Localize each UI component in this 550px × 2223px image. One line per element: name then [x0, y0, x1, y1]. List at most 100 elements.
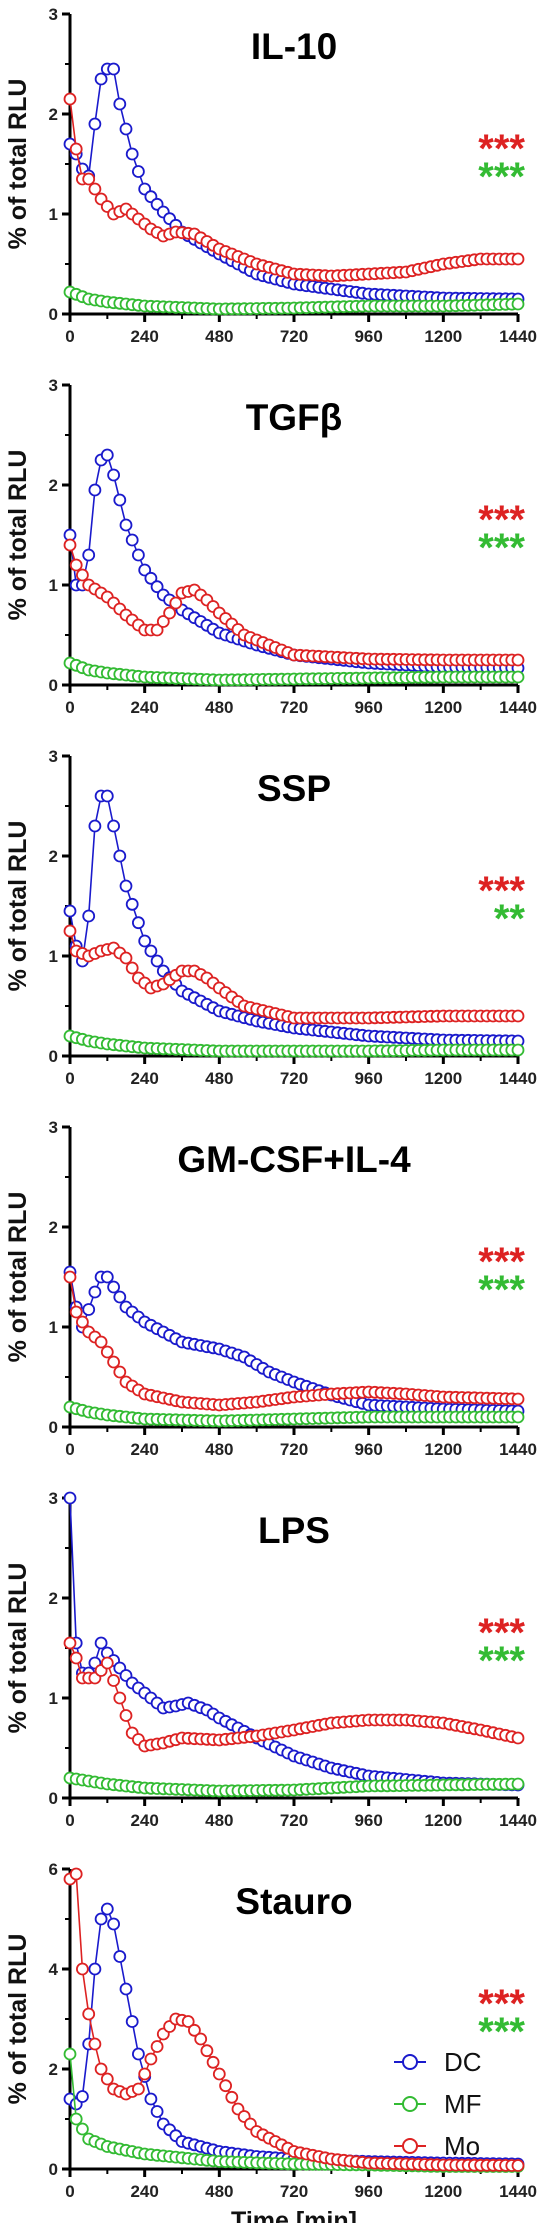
data-point-DC — [150, 580, 164, 594]
x-tick-label: 720 — [280, 327, 308, 346]
data-point-DC — [119, 1982, 133, 1996]
y-tick-label: 4 — [49, 1960, 59, 1979]
x-tick-label: 720 — [280, 1811, 308, 1830]
data-point-DC — [88, 1962, 102, 1976]
significance-mo: *** — [478, 498, 525, 542]
data-point-MF — [511, 1777, 525, 1791]
panel-title: TGFβ — [246, 397, 343, 438]
data-point-DC — [113, 1290, 127, 1304]
x-tick-label: 240 — [130, 1069, 158, 1088]
series-DC — [63, 62, 525, 306]
y-tick-label: 3 — [49, 5, 58, 24]
x-tick-label: 960 — [354, 698, 382, 717]
y-tick-label: 2 — [49, 476, 58, 495]
chart-panel-4: 0 1 2 3 0 240 480 720 960 1200 1440 % of total RLU L… — [4, 1489, 537, 1830]
data-point-Mo — [181, 2015, 195, 2028]
data-point-DC — [100, 448, 114, 462]
x-tick-label: 1440 — [499, 2182, 537, 2201]
y-tick-label: 2 — [49, 2060, 58, 2079]
data-point-MF — [511, 1043, 525, 1057]
y-tick-label: 1 — [49, 1689, 58, 1708]
data-point-DC — [94, 1912, 108, 1926]
data-point-Mo — [63, 538, 77, 552]
series-MF — [63, 1400, 525, 1428]
data-point-MF — [63, 2047, 77, 2061]
data-point-DC — [82, 1303, 96, 1316]
y-tick-label: 2 — [49, 1589, 58, 1608]
chart-panel-3: 0 1 2 3 0 240 480 720 960 1200 1440 % of total RLU G… — [4, 1118, 537, 1459]
data-point-DC — [107, 1280, 120, 1294]
legend-marker-DC — [402, 2054, 418, 2070]
panel-title: GM-CSF+IL-4 — [177, 1139, 411, 1180]
significance-mf: *** — [478, 2010, 525, 2054]
significance-mf: *** — [478, 1639, 525, 1683]
x-tick-label: 240 — [130, 2182, 158, 2201]
data-point-DC — [63, 1491, 77, 1505]
x-tick-label: 480 — [205, 1811, 233, 1830]
x-tick-label: 240 — [130, 698, 158, 717]
chart-panel-5: 0 2 4 6 0 240 480 720 960 1200 1440 % of total RLU T… — [4, 1860, 537, 2223]
data-point-Mo — [511, 252, 525, 266]
data-point-MF — [511, 670, 525, 684]
x-tick-label: 480 — [205, 1069, 233, 1088]
legend-label-MF: MF — [444, 2089, 482, 2119]
data-point-DC — [113, 493, 127, 507]
legend-label-Mo: Mo — [444, 2131, 480, 2161]
series-Mo — [63, 924, 525, 1025]
data-point-Mo — [200, 2044, 214, 2058]
significance-mf: *** — [478, 526, 525, 570]
series-line-DC — [69, 453, 519, 669]
x-tick-label: 1200 — [424, 1440, 462, 1459]
panel-title: SSP — [257, 768, 331, 809]
data-point-Mo — [69, 558, 83, 572]
x-tick-label: 1200 — [424, 1811, 462, 1830]
data-point-Mo — [156, 615, 170, 628]
x-axis-title: Time [min] — [231, 2207, 357, 2223]
chart-panel-2: 0 1 2 3 0 240 480 720 960 1200 1440 % of total RLU S… — [4, 747, 537, 1088]
x-tick-label: 1440 — [499, 1440, 537, 1459]
significance-mo: *** — [478, 869, 525, 913]
x-tick-label: 480 — [205, 2182, 233, 2201]
series-MF — [63, 1029, 525, 1058]
series-Mo — [63, 1867, 525, 2172]
data-point-Mo — [194, 2032, 208, 2046]
legend-marker-Mo — [402, 2138, 418, 2154]
x-tick-label: 960 — [354, 1440, 382, 1459]
series-DC — [63, 789, 525, 1048]
data-point-Mo — [144, 2052, 158, 2066]
data-point-Mo — [63, 1636, 77, 1650]
panel-title: LPS — [258, 1510, 330, 1551]
data-point-Mo — [511, 1392, 525, 1406]
data-point-MF — [69, 2112, 83, 2126]
series-MF — [63, 285, 525, 316]
data-point-DC — [88, 1285, 102, 1299]
x-tick-label: 0 — [65, 1440, 74, 1459]
panel-title: IL-10 — [251, 26, 337, 67]
x-tick-label: 0 — [65, 2182, 74, 2201]
y-tick-label: 3 — [49, 1118, 58, 1137]
data-point-DC — [94, 1636, 108, 1650]
y-tick-label: 0 — [49, 1047, 58, 1066]
data-point-DC — [131, 165, 145, 178]
data-point-Mo — [107, 1355, 120, 1369]
panel-title: Stauro — [235, 1881, 352, 1922]
data-point-DC — [94, 72, 108, 86]
data-point-DC — [138, 934, 152, 948]
data-point-DC — [100, 1270, 114, 1284]
x-tick-label: 480 — [205, 327, 233, 346]
data-point-Mo — [82, 2007, 96, 2021]
data-point-DC — [125, 897, 139, 911]
x-tick-label: 0 — [65, 1811, 74, 1830]
data-point-Mo — [76, 1315, 89, 1329]
data-point-Mo — [119, 1709, 133, 1722]
x-tick-label: 720 — [280, 1069, 308, 1088]
data-point-DC — [88, 819, 102, 833]
x-tick-label: 1440 — [499, 698, 537, 717]
data-point-DC — [131, 548, 145, 562]
series-line-Mo — [69, 98, 518, 277]
data-point-DC — [107, 819, 120, 833]
y-tick-label: 0 — [49, 1789, 58, 1808]
x-tick-label: 1200 — [424, 1069, 462, 1088]
data-point-DC — [144, 944, 158, 958]
